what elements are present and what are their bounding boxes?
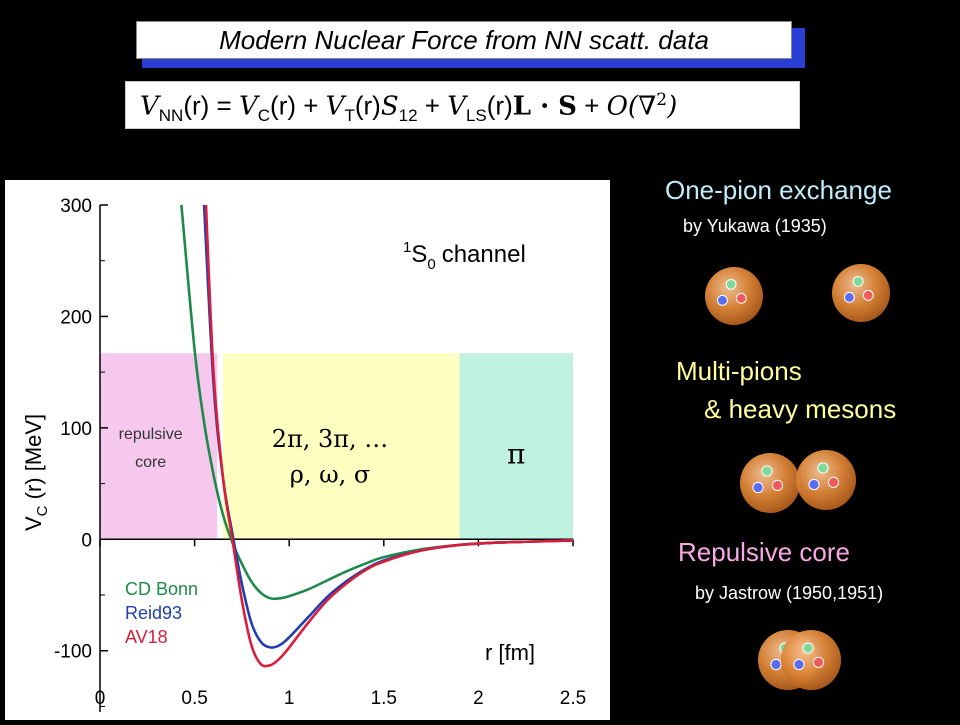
nucleon-meson-right-quark-blue	[808, 478, 820, 491]
nucleon-core-left	[758, 630, 818, 690]
slide-title: Modern Nuclear Force from NN scatt. data	[136, 21, 792, 59]
nucleon-meson-left-quark-green	[761, 465, 773, 477]
nucleon-meson-left-quark-blue	[752, 481, 764, 494]
y-tick-label: 0	[81, 530, 92, 551]
legend-cd-bonn: CD Bonn	[125, 579, 198, 599]
nucleon-core-right	[781, 630, 841, 690]
repulsive-core-heading: Repulsive core	[678, 537, 850, 567]
nucleon-core-left-quark-red	[789, 656, 802, 669]
nucleon-meson-left	[740, 453, 800, 513]
one-pion-heading: One-pion exchange	[665, 175, 892, 205]
region-label-repulsive: repulsive	[119, 426, 183, 443]
jastrow-credit: by Jastrow (1950,1951)	[695, 583, 884, 603]
nucleon-meson-right-quark-red	[827, 476, 840, 488]
x-tick-label: 0.5	[181, 688, 207, 709]
nucleon-core-right-quark-green	[802, 642, 814, 654]
nucleon-core-right-quark-red	[812, 656, 825, 669]
equation: VNN(r) = VC(r) + VT(r)S12 + VLS(r)L · S …	[140, 90, 678, 125]
potential-plot: repulsive core 2π, 3π, … ρ, ω, σ π 300 200 100 0…	[5, 180, 610, 720]
legend-av18: AV18	[125, 627, 168, 647]
nucleon-yukawa-right-quark-red	[862, 289, 874, 301]
legend-reid93: Reid93	[125, 603, 182, 623]
region-label-mesons: ρ, ω, σ	[290, 460, 371, 488]
region-2	[459, 353, 573, 540]
nucleon-yukawa-left	[705, 267, 763, 325]
x-axis-label: r [fm]	[485, 640, 535, 665]
region-label-multipion: 2π, 3π, …	[272, 425, 389, 453]
channel-label: 1S0 channel	[403, 239, 526, 273]
y-tick-label: 300	[60, 196, 92, 217]
nucleon-yukawa-right-quark-blue	[843, 291, 855, 303]
x-tick-label: 1.5	[371, 688, 397, 709]
x-tick-label: 1	[284, 688, 295, 709]
nucleon-yukawa-right	[832, 264, 890, 322]
nucleon-core-right-quark-blue	[793, 658, 805, 671]
nucleon-core-left-quark-green	[779, 642, 791, 654]
region-0	[100, 353, 218, 540]
multi-pions-heading: Multi-pions	[676, 356, 802, 386]
y-axis-label: VC (r) [MeV]	[21, 414, 51, 531]
nucleon-meson-left-quark-red	[771, 479, 784, 491]
heavy-mesons-heading: & heavy mesons	[704, 394, 897, 424]
nucleon-yukawa-left-quark-red	[735, 292, 747, 304]
y-tick-label: 100	[60, 419, 92, 440]
region-label-pion: π	[507, 438, 525, 471]
nucleon-yukawa-left-quark-green	[725, 278, 737, 290]
nucleon-yukawa-right-quark-green	[852, 275, 864, 287]
y-tick-label: -100	[54, 642, 92, 663]
nucleon-meson-right-quark-green	[817, 462, 829, 474]
yukawa-credit: by Yukawa (1935)	[683, 216, 827, 236]
y-tick-label: 200	[60, 307, 92, 328]
region-1	[222, 353, 460, 540]
x-tick-label: 2.5	[560, 688, 586, 709]
x-tick-label: 0	[95, 688, 106, 709]
region-label-core: core	[135, 454, 166, 471]
nucleon-meson-right	[796, 450, 856, 510]
nucleon-core-left-quark-blue	[770, 658, 782, 671]
nucleon-yukawa-left-quark-blue	[716, 294, 728, 306]
series-line-av18	[204, 204, 573, 668]
x-tick-label: 2	[473, 688, 484, 709]
equation-box: VNN(r) = VC(r) + VT(r)S12 + VLS(r)L · S …	[125, 81, 800, 129]
